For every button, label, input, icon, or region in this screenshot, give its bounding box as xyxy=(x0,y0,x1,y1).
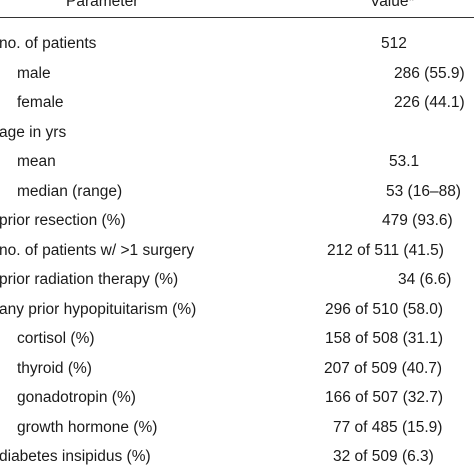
row-value: 32 of 509 (6.3) xyxy=(333,448,434,465)
row-value: 226 (44.1) xyxy=(394,94,465,111)
table-row: prior resection (%) 479 (93.6) xyxy=(0,210,474,240)
row-value: 53 (16–88) xyxy=(386,182,461,200)
row-label: prior resection (%) xyxy=(0,212,126,229)
row-label: prior radiation therapy (%) xyxy=(0,271,179,288)
table-row: diabetes insipidus (%) 32 of 509 (6.3) xyxy=(0,446,474,474)
table-row: mean 53.1 xyxy=(0,151,474,181)
row-label: age in yrs xyxy=(0,123,67,141)
row-label: median (range) xyxy=(17,182,123,200)
table-row: female 226 (44.1) xyxy=(0,92,474,122)
row-value: 296 of 510 (58.0) xyxy=(325,300,444,318)
table-header: Parameter Value* xyxy=(0,0,474,22)
table-row: median (range) 53 (16–88) xyxy=(0,181,474,211)
row-label: cortisol (%) xyxy=(17,330,95,347)
table-row: any prior hypopituitarism (%) 296 of 510… xyxy=(0,299,474,329)
row-label: no. of patients w/ >1 surgery xyxy=(0,241,195,259)
row-value: 34 (6.6) xyxy=(398,271,452,288)
row-value: 53.1 xyxy=(389,153,420,170)
table-row: thyroid (%) 207 of 509 (40.7) xyxy=(0,358,474,388)
row-label: no. of patients xyxy=(0,35,97,52)
row-value: 212 of 511 (41.5) xyxy=(327,241,444,259)
header-divider xyxy=(0,17,474,18)
column-header-value: Value* xyxy=(370,0,415,10)
row-value: 479 (93.6) xyxy=(382,212,453,229)
table-row: age in yrs xyxy=(0,122,474,152)
table-row: male 286 (55.9) xyxy=(0,63,474,93)
row-label: female xyxy=(17,94,64,111)
row-value: 158 of 508 (31.1) xyxy=(325,330,444,347)
row-label: male xyxy=(17,64,51,82)
table-row: no. of patients 512 xyxy=(0,33,474,63)
table-row: prior radiation therapy (%) 34 (6.6) xyxy=(0,269,474,299)
row-label: any prior hypopituitarism (%) xyxy=(0,300,197,318)
table-row: gonadotropin (%) 166 of 507 (32.7) xyxy=(0,387,474,417)
row-label: diabetes insipidus (%) xyxy=(0,448,151,465)
row-label: mean xyxy=(17,153,56,170)
table-row: cortisol (%) 158 of 508 (31.1) xyxy=(0,328,474,358)
table-row: no. of patients w/ >1 surgery 212 of 511… xyxy=(0,240,474,270)
row-label: thyroid (%) xyxy=(17,359,92,377)
column-header-parameter: Parameter xyxy=(66,0,139,10)
table-row: growth hormone (%) 77 of 485 (15.9) xyxy=(0,417,474,447)
table-body: no. of patients 512 male 286 (55.9) fema… xyxy=(0,33,474,474)
row-value: 77 of 485 (15.9) xyxy=(333,418,443,436)
row-label: gonadotropin (%) xyxy=(17,389,136,406)
row-value: 166 of 507 (32.7) xyxy=(325,389,444,406)
row-value: 207 of 509 (40.7) xyxy=(324,359,443,377)
row-label: growth hormone (%) xyxy=(17,418,158,436)
row-value: 286 (55.9) xyxy=(394,64,465,82)
row-value: 512 xyxy=(381,35,407,52)
